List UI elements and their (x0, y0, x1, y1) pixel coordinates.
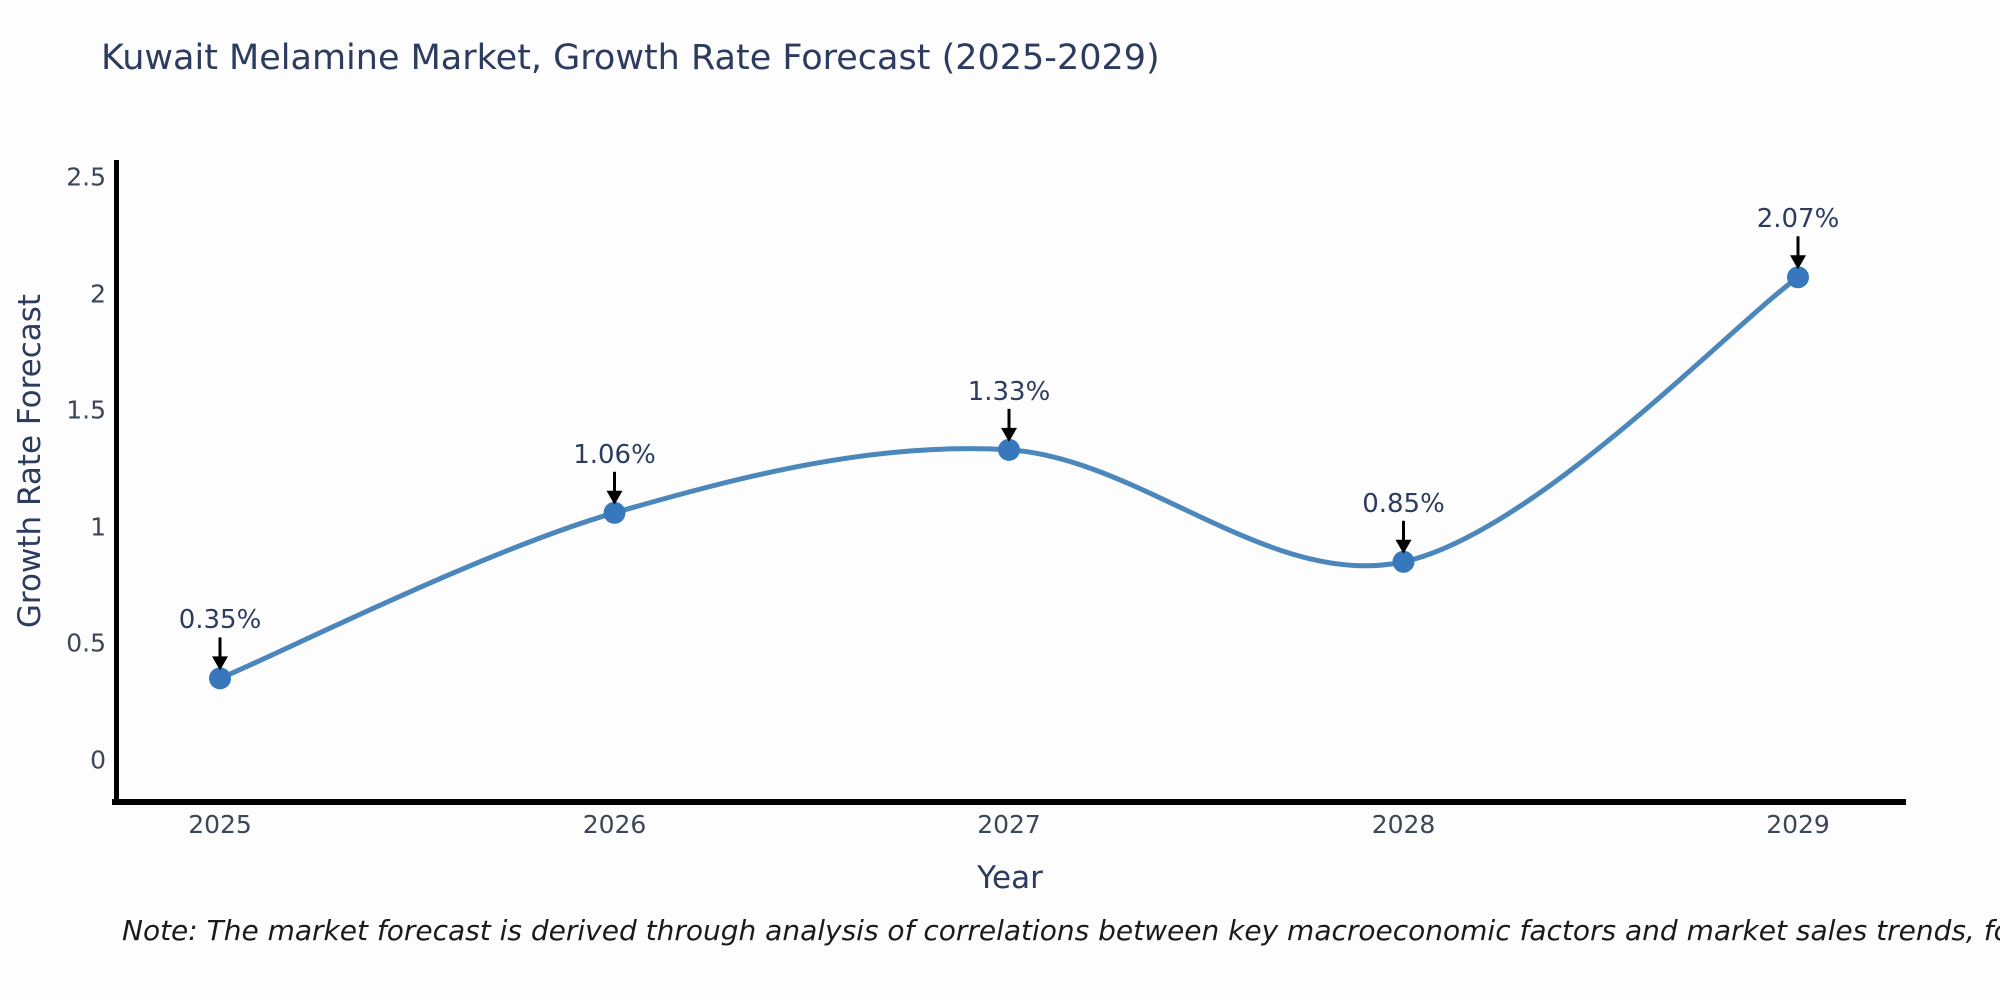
data-point-marker (998, 438, 1020, 461)
y-tick-label: 1.5 (66, 395, 106, 425)
forecast-line (219, 275, 1800, 681)
point-value-label: 0.85% (1362, 488, 1445, 519)
y-axis-spine (114, 160, 119, 805)
annotation-arrows (212, 236, 1806, 671)
footnote-text: Note: The market forecast is derived thr… (122, 914, 2000, 947)
forecast-line-series (209, 266, 1809, 690)
data-point-marker (1392, 550, 1415, 573)
data-point-marker (209, 667, 231, 690)
x-tick-label: 2027 (977, 810, 1041, 839)
x-tick-label: 2028 (1371, 810, 1436, 839)
data-point-marker (603, 501, 626, 524)
data-point-marker (1787, 266, 1809, 289)
annotation-arrow-head (212, 656, 228, 671)
point-value-label: 1.33% (967, 376, 1051, 407)
annotation-arrow-head (606, 490, 623, 505)
x-axis-title: Year (977, 860, 1043, 896)
point-value-label: 0.35% (178, 605, 262, 636)
x-tick-label: 2029 (1766, 810, 1830, 839)
point-value-label: 2.07% (1756, 204, 1840, 235)
x-tick-label: 2026 (582, 810, 647, 839)
y-tick-label: 2 (90, 279, 106, 309)
y-tick-label: 0.5 (66, 628, 106, 658)
x-tick-label: 2025 (188, 810, 252, 839)
x-axis-spine (112, 799, 1906, 805)
annotation-arrow-head (1790, 255, 1806, 270)
y-tick-label: 2.5 (66, 162, 106, 192)
y-tick-label: 1 (90, 512, 106, 542)
annotation-arrow-head (1395, 539, 1412, 554)
y-tick-label: 0 (90, 745, 106, 775)
point-value-label: 1.06% (573, 439, 656, 470)
annotation-arrow-head (1001, 427, 1017, 442)
chart-title: Kuwait Melamine Market, Growth Rate Fore… (101, 38, 1160, 78)
